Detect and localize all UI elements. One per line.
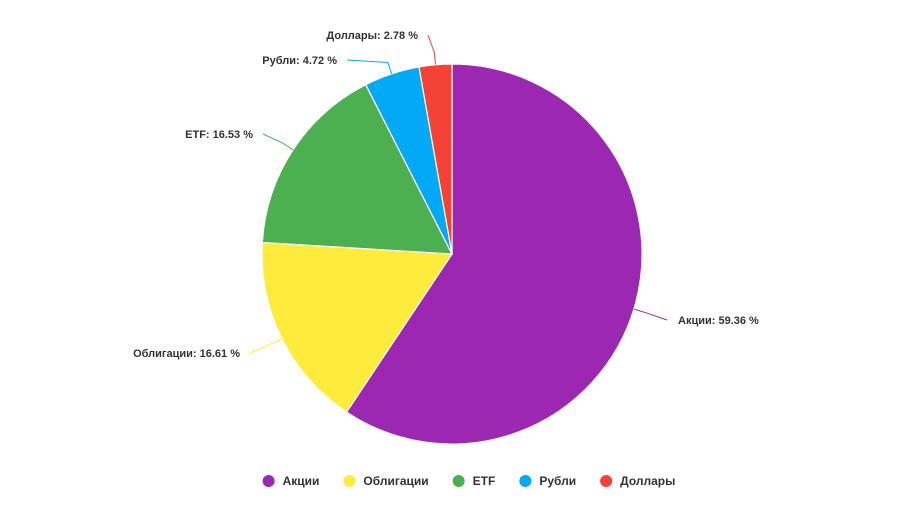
legend-label-1: Акции [283,474,320,488]
pie-slice-3[interactable] [261,83,454,255]
legend-marker-1 [262,475,275,487]
legend-item-5[interactable]: Доллары [600,474,675,488]
data-label-3: ETF: 16.53 % [185,129,253,141]
label-connector-3 [262,133,294,151]
pie-slice-2[interactable] [261,241,454,413]
legend-label-5: Доллары [620,474,675,488]
label-connector-1 [633,308,668,321]
legend-label-3: ETF [473,474,496,488]
legend-marker-3 [452,475,465,487]
data-label-5: Доллары: 2.78 % [326,30,418,42]
connectors-group [249,34,668,354]
legend-label-4: Рубли [539,474,576,488]
data-label-2: Облигации: 16.61 % [133,348,240,360]
legend-item-1[interactable]: Акции [262,474,320,488]
data-labels-group: Акции: 59.36 % Облигации: 16.61 % ETF: 16.… [133,30,759,360]
label-connector-5 [427,34,436,65]
data-label-4: Рубли: 4.72 % [262,55,337,67]
legend-marker-2 [343,475,356,487]
legend-label-2: Облигации [363,474,428,488]
legend-item-4[interactable]: Рубли [519,474,576,488]
pie-slice-5[interactable] [418,63,453,255]
legend-item-3[interactable]: ETF [452,474,496,488]
label-connector-2 [249,338,283,354]
legend-marker-5 [600,475,613,487]
label-connector-4 [346,59,393,74]
legend-marker-4 [519,475,532,487]
pie-slice-1[interactable] [345,63,643,445]
data-label-1: Акции: 59.36 % [678,315,759,327]
slices-group [261,63,643,445]
legend: Акции Облигации ETF Рубли Доллары [262,474,675,488]
legend-item-2[interactable]: Облигации [343,474,429,488]
